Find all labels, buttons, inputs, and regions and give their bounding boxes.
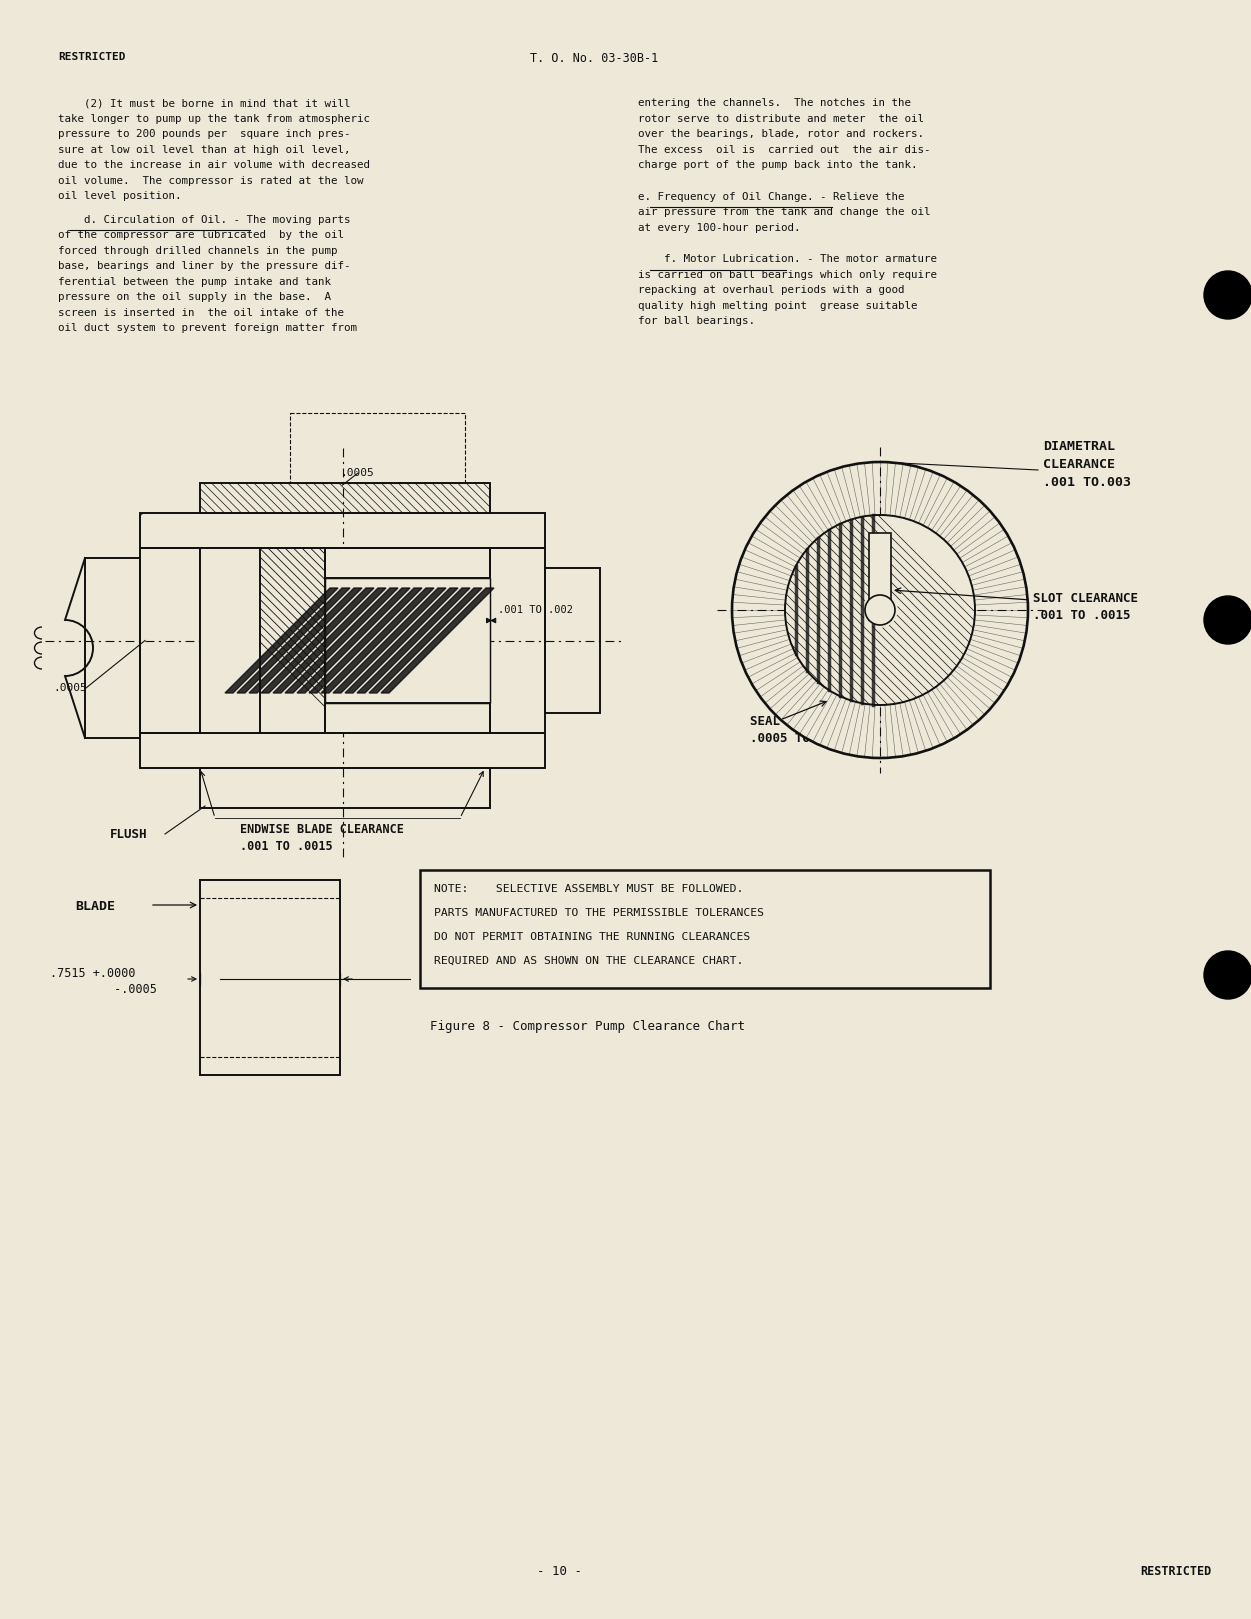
Polygon shape — [225, 588, 338, 693]
Text: at every 100-hour period.: at every 100-hour period. — [638, 222, 801, 233]
Text: oil duct system to prevent foreign matter from: oil duct system to prevent foreign matte… — [58, 324, 357, 334]
Polygon shape — [322, 588, 434, 693]
Text: .001 TO.003: .001 TO.003 — [1043, 476, 1131, 489]
Text: RESTRICTED: RESTRICTED — [58, 52, 125, 62]
Text: for ball bearings.: for ball bearings. — [638, 316, 756, 325]
Text: - 10 -: - 10 - — [538, 1566, 583, 1579]
Text: oil volume.  The compressor is rated at the low: oil volume. The compressor is rated at t… — [58, 175, 364, 186]
Text: SLOT CLEARANCE: SLOT CLEARANCE — [1033, 593, 1138, 606]
Bar — [869, 533, 891, 620]
Text: pressure to 200 pounds per  square inch pres-: pressure to 200 pounds per square inch p… — [58, 130, 350, 139]
Polygon shape — [249, 588, 362, 693]
Bar — [200, 767, 490, 808]
Text: sure at low oil level than at high oil level,: sure at low oil level than at high oil l… — [58, 144, 350, 154]
Text: over the bearings, blade, rotor and rockers.: over the bearings, blade, rotor and rock… — [638, 130, 924, 139]
Bar — [200, 547, 490, 733]
Bar — [140, 513, 545, 547]
Text: DO NOT PERMIT OBTAINING THE RUNNING CLEARANCES: DO NOT PERMIT OBTAINING THE RUNNING CLEA… — [434, 933, 751, 942]
Text: DIAMETRAL: DIAMETRAL — [1043, 440, 1115, 453]
Text: .001 TO .0015: .001 TO .0015 — [1033, 609, 1131, 622]
Polygon shape — [309, 588, 422, 693]
Bar — [290, 413, 465, 482]
Text: .001 TO .0015: .001 TO .0015 — [240, 840, 333, 853]
Text: PARTS MANUFACTURED TO THE PERMISSIBLE TOLERANCES: PARTS MANUFACTURED TO THE PERMISSIBLE TO… — [434, 908, 764, 918]
Text: .0005: .0005 — [53, 683, 86, 693]
Text: rotor serve to distribute and meter  the oil: rotor serve to distribute and meter the … — [638, 113, 924, 123]
Polygon shape — [296, 588, 410, 693]
Polygon shape — [236, 588, 350, 693]
Text: air pressure from the tank and change the oil: air pressure from the tank and change th… — [638, 207, 931, 217]
Bar — [200, 881, 340, 1075]
Text: quality high melting point  grease suitable: quality high melting point grease suitab… — [638, 301, 917, 311]
Circle shape — [732, 461, 1028, 758]
Text: FLUSH: FLUSH — [110, 827, 148, 840]
Text: screen is inserted in  the oil intake of the: screen is inserted in the oil intake of … — [58, 308, 344, 317]
Text: The excess  oil is  carried out  the air dis-: The excess oil is carried out the air di… — [638, 144, 931, 154]
Text: pressure on the oil supply in the base.  A: pressure on the oil supply in the base. … — [58, 291, 332, 303]
Text: (2) It must be borne in mind that it will: (2) It must be borne in mind that it wil… — [58, 99, 350, 108]
Text: f. Motor Lubrication. - The motor armature: f. Motor Lubrication. - The motor armatu… — [638, 254, 937, 264]
Polygon shape — [357, 588, 470, 693]
Text: .7515 +.0000: .7515 +.0000 — [50, 967, 135, 979]
Text: SEAL CLEARANCE: SEAL CLEARANCE — [751, 716, 854, 729]
Text: take longer to pump up the tank from atmospheric: take longer to pump up the tank from atm… — [58, 113, 370, 123]
Text: forced through drilled channels in the pump: forced through drilled channels in the p… — [58, 246, 338, 256]
Bar — [420, 869, 990, 988]
Text: of the compressor are lubricated  by the oil: of the compressor are lubricated by the … — [58, 230, 344, 240]
Text: T. O. No. 03-30B-1: T. O. No. 03-30B-1 — [530, 52, 658, 65]
Text: e. Frequency of Oil Change. - Relieve the: e. Frequency of Oil Change. - Relieve th… — [638, 191, 904, 201]
Text: RESTRICTED: RESTRICTED — [1140, 1566, 1211, 1579]
Bar — [140, 733, 545, 767]
Polygon shape — [382, 588, 494, 693]
Text: charge port of the pump back into the tank.: charge port of the pump back into the ta… — [638, 160, 917, 170]
Polygon shape — [369, 588, 482, 693]
Text: Figure 8 - Compressor Pump Clearance Chart: Figure 8 - Compressor Pump Clearance Cha… — [430, 1020, 746, 1033]
Text: ENDWISE BLADE CLEARANCE: ENDWISE BLADE CLEARANCE — [240, 822, 404, 835]
Text: repacking at overhaul periods with a good: repacking at overhaul periods with a goo… — [638, 285, 904, 295]
Text: REQUIRED AND AS SHOWN ON THE CLEARANCE CHART.: REQUIRED AND AS SHOWN ON THE CLEARANCE C… — [434, 955, 743, 967]
Polygon shape — [333, 588, 447, 693]
Bar — [545, 568, 600, 712]
Text: .0005: .0005 — [340, 468, 374, 478]
Circle shape — [1203, 270, 1251, 319]
Circle shape — [1203, 950, 1251, 999]
Circle shape — [784, 515, 975, 704]
Text: CLEARANCE: CLEARANCE — [1043, 458, 1115, 471]
Bar — [85, 559, 140, 738]
Polygon shape — [273, 588, 387, 693]
Text: due to the increase in air volume with decreased: due to the increase in air volume with d… — [58, 160, 370, 170]
Bar — [260, 547, 325, 733]
Bar — [490, 547, 545, 733]
Text: entering the channels.  The notches in the: entering the channels. The notches in th… — [638, 99, 911, 108]
Bar — [325, 578, 490, 703]
Text: -.0005: -.0005 — [50, 983, 156, 996]
Text: ferential between the pump intake and tank: ferential between the pump intake and ta… — [58, 277, 332, 287]
Text: .001 TO .002: .001 TO .002 — [498, 604, 573, 615]
Text: NOTE:    SELECTIVE ASSEMBLY MUST BE FOLLOWED.: NOTE: SELECTIVE ASSEMBLY MUST BE FOLLOWE… — [434, 884, 743, 894]
Text: oil level position.: oil level position. — [58, 191, 181, 201]
Text: d. Circulation of Oil. - The moving parts: d. Circulation of Oil. - The moving part… — [58, 214, 350, 225]
Polygon shape — [285, 588, 398, 693]
Bar — [140, 547, 200, 733]
Text: is carried on ball bearings which only require: is carried on ball bearings which only r… — [638, 269, 937, 280]
Circle shape — [1203, 596, 1251, 644]
Bar — [325, 547, 490, 578]
Bar — [200, 482, 490, 513]
Bar — [330, 588, 485, 693]
Bar — [325, 703, 490, 733]
Polygon shape — [345, 588, 458, 693]
Circle shape — [864, 596, 894, 625]
Bar — [325, 578, 490, 703]
Text: BLADE: BLADE — [75, 900, 115, 913]
Polygon shape — [261, 588, 374, 693]
Text: .0005 TO .001: .0005 TO .001 — [751, 732, 847, 745]
Text: base, bearings and liner by the pressure dif-: base, bearings and liner by the pressure… — [58, 261, 350, 270]
